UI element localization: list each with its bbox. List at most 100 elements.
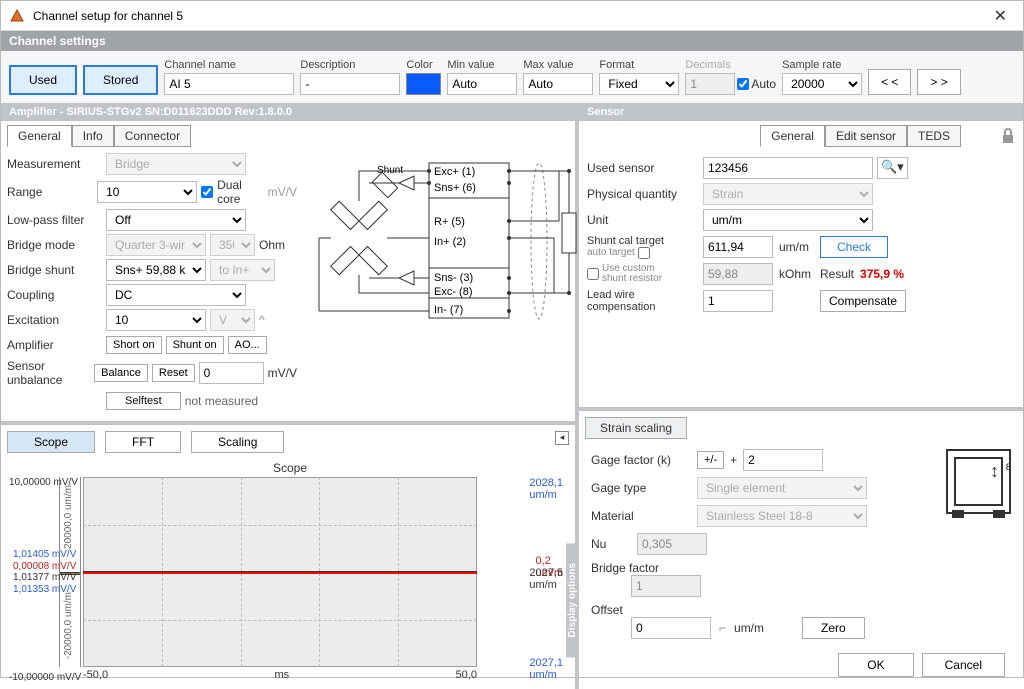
channel-basic-row: Used Stored Channel name Description Col… bbox=[1, 51, 1023, 103]
gage-factor-input[interactable] bbox=[743, 449, 823, 471]
y-top: 10,00000 mV/V bbox=[9, 477, 78, 488]
collapse-icon[interactable]: ◂ bbox=[555, 431, 569, 445]
channel-name-input[interactable] bbox=[164, 73, 294, 95]
dualcore-checkbox[interactable] bbox=[201, 186, 213, 198]
balance-button[interactable]: Balance bbox=[94, 364, 148, 382]
sensor-tab-teds[interactable]: TEDS bbox=[907, 125, 961, 147]
cancel-button[interactable]: Cancel bbox=[922, 653, 1005, 677]
svg-text:Exc+ (1): Exc+ (1) bbox=[434, 166, 475, 178]
ao-button[interactable]: AO... bbox=[228, 336, 267, 354]
amplifier-header: Amplifier - SIRIUS-STGv2 SN:D011623DDD R… bbox=[1, 103, 575, 121]
strain-scaling-tab[interactable]: Strain scaling bbox=[585, 417, 687, 439]
material-select: Stainless Steel 18-8 bbox=[697, 505, 867, 527]
format-select[interactable]: Fixed bbox=[599, 73, 679, 95]
shunt-on-button[interactable]: Shunt on bbox=[166, 336, 224, 354]
measurement-label: Measurement bbox=[7, 157, 102, 171]
shunt-target-input[interactable] bbox=[703, 236, 773, 258]
compensate-button[interactable]: Compensate bbox=[820, 290, 906, 312]
svg-text:Exc- (8): Exc- (8) bbox=[434, 286, 473, 298]
check-button[interactable]: Check bbox=[820, 236, 888, 258]
format-label: Format bbox=[599, 59, 679, 71]
coupling-label: Coupling bbox=[7, 288, 102, 302]
prev-button[interactable]: < < bbox=[868, 69, 911, 95]
leadwire-input[interactable] bbox=[703, 290, 773, 312]
lpf-select[interactable]: Off bbox=[106, 209, 246, 231]
x-unit: ms bbox=[274, 669, 289, 681]
svg-text:Sns+ (6): Sns+ (6) bbox=[434, 182, 476, 194]
range-label: Range bbox=[7, 185, 93, 199]
custom-shunt-input bbox=[703, 263, 773, 285]
gage-factor-label: Gage factor (k) bbox=[591, 453, 691, 467]
max-input[interactable] bbox=[523, 73, 593, 95]
decimals-input bbox=[685, 73, 735, 95]
short-on-button[interactable]: Short on bbox=[106, 336, 162, 354]
kohm-label: kOhm bbox=[779, 267, 814, 281]
offset-unit: um/m bbox=[734, 621, 764, 635]
scope-tab-fft[interactable]: FFT bbox=[105, 431, 181, 453]
min-input[interactable] bbox=[447, 73, 517, 95]
unit-select[interactable]: um/m bbox=[703, 209, 873, 231]
excitation-select[interactable]: 10 bbox=[106, 309, 206, 331]
gage-type-select: Single element bbox=[697, 477, 867, 499]
stored-button[interactable]: Stored bbox=[83, 65, 158, 95]
svg-text:R+ (5): R+ (5) bbox=[434, 216, 465, 228]
offset-input[interactable] bbox=[631, 617, 711, 639]
auto-label: Auto bbox=[751, 77, 776, 91]
auto-target-checkbox[interactable] bbox=[638, 247, 650, 259]
x-left: -50,0 bbox=[83, 669, 108, 681]
channel-name-label: Channel name bbox=[164, 59, 294, 71]
display-options-tab[interactable]: Display options bbox=[566, 543, 579, 657]
auto-checkbox[interactable] bbox=[737, 78, 749, 90]
sample-rate-select[interactable]: 20000 bbox=[782, 73, 862, 95]
sample-rate-label: Sample rate bbox=[782, 59, 862, 71]
ok-button[interactable]: OK bbox=[838, 653, 913, 677]
excitation-label: Excitation bbox=[7, 313, 102, 327]
scope-tab-scope[interactable]: Scope bbox=[7, 431, 95, 453]
x-right: 50,0 bbox=[456, 669, 477, 681]
gage-type-label: Gage type bbox=[591, 481, 691, 495]
tab-info[interactable]: Info bbox=[72, 125, 114, 147]
ohm-unit: Ohm bbox=[259, 238, 285, 252]
reset-button[interactable]: Reset bbox=[152, 364, 195, 382]
range-select[interactable]: 10 bbox=[97, 181, 197, 203]
close-icon[interactable]: ✕ bbox=[986, 6, 1015, 26]
shunt-to-select: to In+ bbox=[210, 259, 275, 281]
svg-text:In+ (2): In+ (2) bbox=[434, 236, 466, 248]
tab-connector[interactable]: Connector bbox=[114, 125, 191, 147]
unbalance-input[interactable] bbox=[199, 362, 264, 384]
amplifier-label: Amplifier bbox=[7, 338, 102, 352]
lock-icon[interactable] bbox=[1001, 128, 1015, 144]
sensor-header: Sensor bbox=[579, 103, 1023, 121]
used-sensor-input[interactable] bbox=[703, 157, 873, 179]
svg-text:Sns- (3): Sns- (3) bbox=[434, 272, 473, 284]
sensor-tab-edit[interactable]: Edit sensor bbox=[825, 125, 907, 147]
description-input[interactable] bbox=[300, 73, 400, 95]
titlebar: Channel setup for channel 5 ✕ bbox=[1, 1, 1023, 31]
bridgemode-label: Bridge mode bbox=[7, 238, 102, 252]
shunt-target-label: Shunt cal target bbox=[587, 235, 697, 247]
result-value: 375,9 % bbox=[860, 267, 904, 281]
scope-tab-scaling[interactable]: Scaling bbox=[191, 431, 284, 453]
zero-button[interactable]: Zero bbox=[802, 617, 865, 639]
unbalance-unit: mV/V bbox=[268, 366, 297, 380]
scope-title: Scope bbox=[13, 459, 567, 477]
sensor-tab-general[interactable]: General bbox=[760, 125, 825, 147]
search-icon[interactable]: 🔍▾ bbox=[877, 157, 908, 179]
bridge-diagram: Exc+ (1) Sns+ (6) R+ (5) In+ (2) Sns- (3… bbox=[299, 153, 579, 415]
color-swatch[interactable] bbox=[406, 73, 441, 95]
bridgeshunt-select[interactable]: Sns+ 59,88 kOhm bbox=[106, 259, 206, 281]
scope-trace-red bbox=[83, 572, 477, 574]
next-button[interactable]: > > bbox=[917, 69, 960, 95]
used-sensor-label: Used sensor bbox=[587, 161, 697, 175]
tab-general[interactable]: General bbox=[7, 125, 72, 147]
svg-text:In- (7): In- (7) bbox=[434, 304, 463, 316]
gage-icon: ↕ε bbox=[946, 449, 1011, 514]
custom-shunt-checkbox[interactable] bbox=[587, 268, 599, 280]
max-label: Max value bbox=[523, 59, 593, 71]
used-button[interactable]: Used bbox=[9, 65, 77, 95]
shunt-unit: um/m bbox=[779, 240, 814, 254]
plusminus-button[interactable]: +/- bbox=[697, 451, 724, 469]
lpf-label: Low-pass filter bbox=[7, 213, 102, 227]
selftest-button[interactable]: Selftest bbox=[106, 392, 181, 410]
coupling-select[interactable]: DC bbox=[106, 284, 246, 306]
